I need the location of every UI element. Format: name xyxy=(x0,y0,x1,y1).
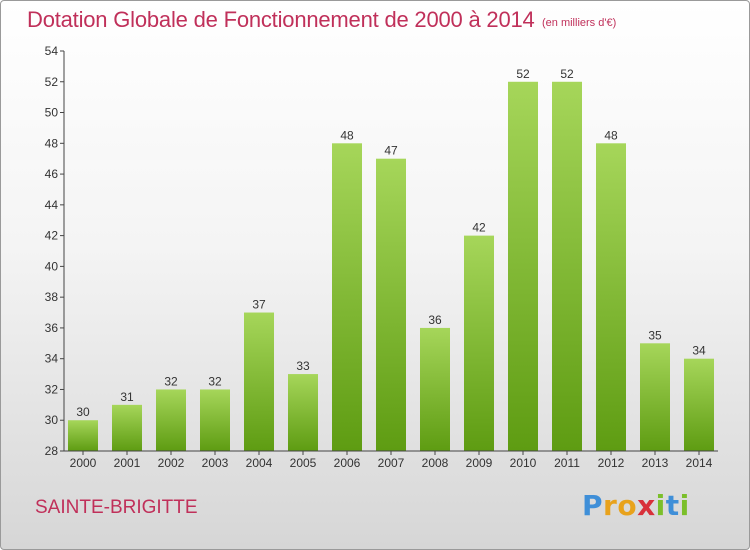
bar-2001 xyxy=(112,404,142,451)
commune-name: SAINTE-BRIGITTE xyxy=(35,497,198,518)
y-tick-label-42: 42 xyxy=(45,229,59,243)
x-tick-label-2011: 2011 xyxy=(554,456,580,470)
y-tick-label-46: 46 xyxy=(45,167,59,181)
y-tick-label-36: 36 xyxy=(45,321,59,335)
y-tick-label-28: 28 xyxy=(45,444,59,458)
data-label-2000: 30 xyxy=(76,405,90,419)
bar-2005 xyxy=(288,374,318,451)
y-tick-label-44: 44 xyxy=(45,198,59,212)
x-tick-label-2004: 2004 xyxy=(246,456,273,470)
data-label-2013: 35 xyxy=(648,328,662,342)
x-tick-label-2007: 2007 xyxy=(378,456,405,470)
logo-letter: x xyxy=(637,489,656,522)
bar-2006 xyxy=(332,143,362,452)
x-tick-label-2002: 2002 xyxy=(158,456,185,470)
data-label-2007: 47 xyxy=(384,144,398,158)
data-label-2001: 31 xyxy=(120,390,134,404)
data-label-2009: 42 xyxy=(472,221,486,235)
data-label-2011: 52 xyxy=(560,67,574,81)
x-tick-label-2003: 2003 xyxy=(202,456,229,470)
data-label-2003: 32 xyxy=(208,374,222,388)
logo-letter: i xyxy=(655,489,666,522)
bar-2002 xyxy=(156,389,186,451)
y-tick-label-48: 48 xyxy=(45,136,59,150)
bar-2011 xyxy=(552,81,582,452)
chart-unit: (en milliers d'€) xyxy=(542,17,617,29)
y-tick-label-50: 50 xyxy=(45,106,59,120)
x-tick-label-2013: 2013 xyxy=(642,456,669,470)
y-tick-label-40: 40 xyxy=(45,259,59,273)
x-tick-label-2008: 2008 xyxy=(422,456,449,470)
logo-letter: t xyxy=(665,489,680,522)
y-tick-label-30: 30 xyxy=(45,413,59,427)
y-tick-label-54: 54 xyxy=(45,44,59,58)
x-tick-label-2012: 2012 xyxy=(598,456,625,470)
bar-2000 xyxy=(68,420,98,451)
y-tick-label-52: 52 xyxy=(45,75,59,89)
data-label-2005: 33 xyxy=(296,359,310,373)
logo-letter: o xyxy=(617,489,638,522)
bar-2004 xyxy=(244,312,274,451)
x-tick-label-2009: 2009 xyxy=(466,456,493,470)
bar-2009 xyxy=(464,235,494,451)
bar-2012 xyxy=(596,143,626,452)
bar-2014 xyxy=(684,358,714,451)
y-tick-label-34: 34 xyxy=(45,352,59,366)
data-label-2008: 36 xyxy=(428,313,442,327)
y-tick-label-32: 32 xyxy=(45,382,59,396)
bar-2003 xyxy=(200,389,230,451)
proxiti-logo: Proxiti xyxy=(582,489,690,522)
data-label-2014: 34 xyxy=(692,344,706,358)
y-tick-label-38: 38 xyxy=(45,290,59,304)
data-label-2012: 48 xyxy=(604,128,618,142)
data-label-2010: 52 xyxy=(516,67,530,81)
x-tick-label-2000: 2000 xyxy=(70,456,97,470)
bar-2008 xyxy=(420,327,450,451)
x-tick-label-2010: 2010 xyxy=(510,456,537,470)
bar-2010 xyxy=(508,81,538,452)
x-tick-label-2001: 2001 xyxy=(114,456,141,470)
logo-letter: r xyxy=(603,489,618,522)
bar-2013 xyxy=(640,343,670,451)
x-tick-label-2005: 2005 xyxy=(290,456,317,470)
data-label-2006: 48 xyxy=(340,128,354,142)
x-tick-label-2006: 2006 xyxy=(334,456,361,470)
logo-letter: P xyxy=(582,489,604,522)
logo-letter: i xyxy=(679,489,690,522)
data-label-2004: 37 xyxy=(252,298,266,312)
x-tick-label-2014: 2014 xyxy=(686,456,713,470)
bar-2007 xyxy=(376,158,406,451)
chart-title: Dotation Globale de Fonctionnement de 20… xyxy=(27,7,535,32)
data-label-2002: 32 xyxy=(164,374,178,388)
